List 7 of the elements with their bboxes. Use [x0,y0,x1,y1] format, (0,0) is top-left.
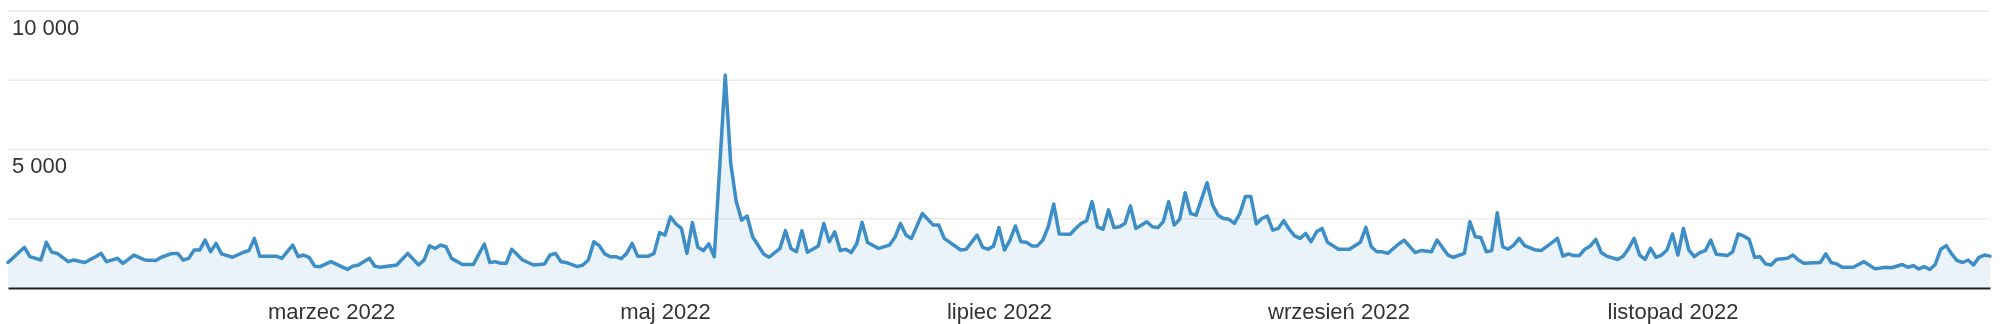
x-tick-label: listopad 2022 [1607,298,1739,324]
x-tick-label: lipiec 2022 [946,298,1053,324]
y-tick-label: 10 000 [12,14,80,40]
y-tick-label: 5 000 [12,153,68,179]
x-tick-label: wrzesień 2022 [1267,298,1410,324]
x-tick-label: maj 2022 [620,298,711,324]
x-tick-label: marzec 2022 [267,298,396,324]
